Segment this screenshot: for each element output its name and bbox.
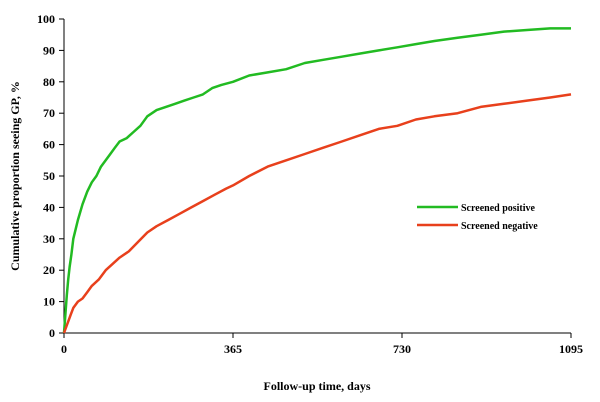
- y-tick-label: 60: [43, 138, 55, 152]
- y-tick-label: 40: [43, 200, 55, 214]
- y-tick-label: 30: [43, 232, 55, 246]
- legend-label-screened-negative: Screened negative: [461, 221, 538, 232]
- y-tick-label: 90: [43, 43, 55, 57]
- y-ticks: 0 10 20 30 40 50 60 70 80 90 100: [37, 12, 64, 340]
- y-tick-label: 70: [43, 106, 55, 120]
- series-lines: [62, 27, 572, 334]
- x-tick-label: 730: [393, 342, 411, 356]
- series-line-screened-negative: [62, 93, 572, 334]
- y-tick-label: 100: [37, 12, 55, 26]
- legend-label-screened-positive: Screened positive: [461, 203, 536, 214]
- y-tick-label: 20: [43, 263, 55, 277]
- series-line-screened-positive: [62, 27, 571, 334]
- x-axis-title: Follow-up time, days: [263, 379, 370, 393]
- y-axis-title: Cumulative proportion seeing GP, %: [8, 81, 22, 271]
- y-tick-label: 0: [49, 326, 55, 340]
- x-ticks: 0 365 730 1095: [61, 333, 583, 356]
- legend: Screened positive Screened negative: [417, 203, 538, 232]
- y-tick-label: 50: [43, 169, 55, 183]
- y-tick-label: 10: [43, 295, 55, 309]
- x-tick-label: 0: [61, 342, 67, 356]
- x-tick-label: 1095: [559, 342, 583, 356]
- y-tick-label: 80: [43, 75, 55, 89]
- x-tick-label: 365: [224, 342, 242, 356]
